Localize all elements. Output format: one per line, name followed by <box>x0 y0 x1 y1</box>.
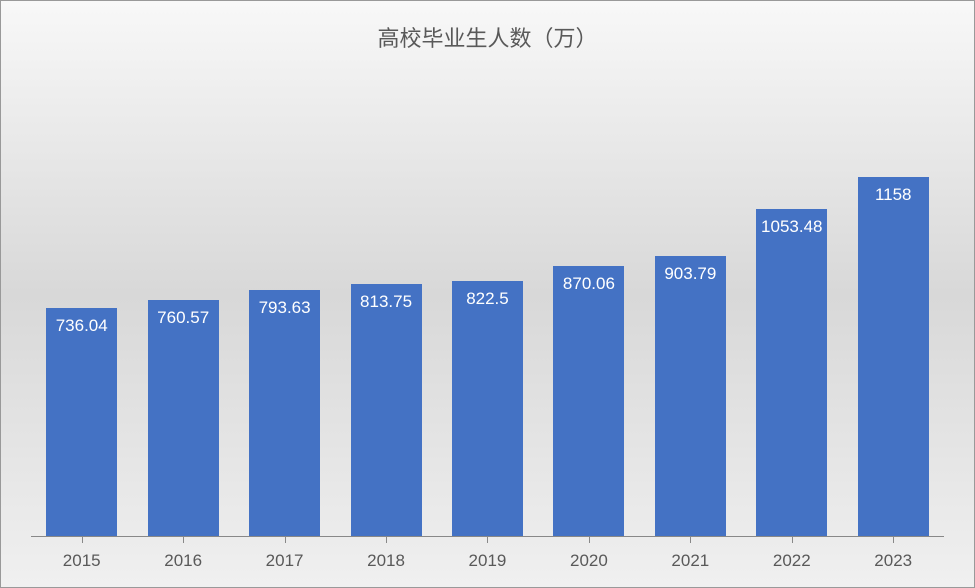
bar-2021: 903.79 <box>655 256 726 536</box>
bar-2017: 793.63 <box>249 290 320 536</box>
bars-group: 736.04 760.57 793.63 813.75 822. <box>31 71 944 536</box>
x-tick: 2019 <box>437 537 538 587</box>
bar-2016: 760.57 <box>148 300 219 536</box>
bar-value-label: 1053.48 <box>756 217 827 237</box>
bar-value-label: 793.63 <box>249 298 320 318</box>
bar-slot: 793.63 <box>234 71 335 536</box>
x-tick: 2018 <box>335 537 436 587</box>
plot-area: 736.04 760.57 793.63 813.75 822. <box>31 71 944 537</box>
bar-slot: 736.04 <box>31 71 132 536</box>
x-tick: 2021 <box>640 537 741 587</box>
bar-2023: 1158 <box>858 177 929 536</box>
bar-2015: 736.04 <box>46 308 117 536</box>
chart-title: 高校毕业生人数（万） <box>1 1 974 53</box>
bar-slot: 903.79 <box>640 71 741 536</box>
x-axis: 2015 2016 2017 2018 2019 2020 2021 2022 … <box>31 537 944 587</box>
bar-2019: 822.5 <box>452 281 523 536</box>
bar-value-label: 870.06 <box>553 274 624 294</box>
x-tick: 2017 <box>234 537 335 587</box>
bar-value-label: 903.79 <box>655 264 726 284</box>
x-tick: 2022 <box>741 537 842 587</box>
bar-2018: 813.75 <box>351 284 422 536</box>
bar-slot: 760.57 <box>132 71 233 536</box>
bar-slot: 1053.48 <box>741 71 842 536</box>
bar-value-label: 822.5 <box>452 289 523 309</box>
x-tick: 2023 <box>843 537 944 587</box>
bar-value-label: 813.75 <box>351 292 422 312</box>
bar-value-label: 760.57 <box>148 308 219 328</box>
bar-slot: 870.06 <box>538 71 639 536</box>
bar-slot: 822.5 <box>437 71 538 536</box>
bar-2022: 1053.48 <box>756 209 827 536</box>
bar-2020: 870.06 <box>553 266 624 536</box>
bar-slot: 813.75 <box>335 71 436 536</box>
x-tick: 2016 <box>132 537 233 587</box>
x-tick: 2020 <box>538 537 639 587</box>
x-tick: 2015 <box>31 537 132 587</box>
bar-value-label: 1158 <box>858 185 929 205</box>
bar-slot: 1158 <box>843 71 944 536</box>
chart-container: 高校毕业生人数（万） 736.04 760.57 793.63 813.75 <box>0 0 975 588</box>
bar-value-label: 736.04 <box>46 316 117 336</box>
